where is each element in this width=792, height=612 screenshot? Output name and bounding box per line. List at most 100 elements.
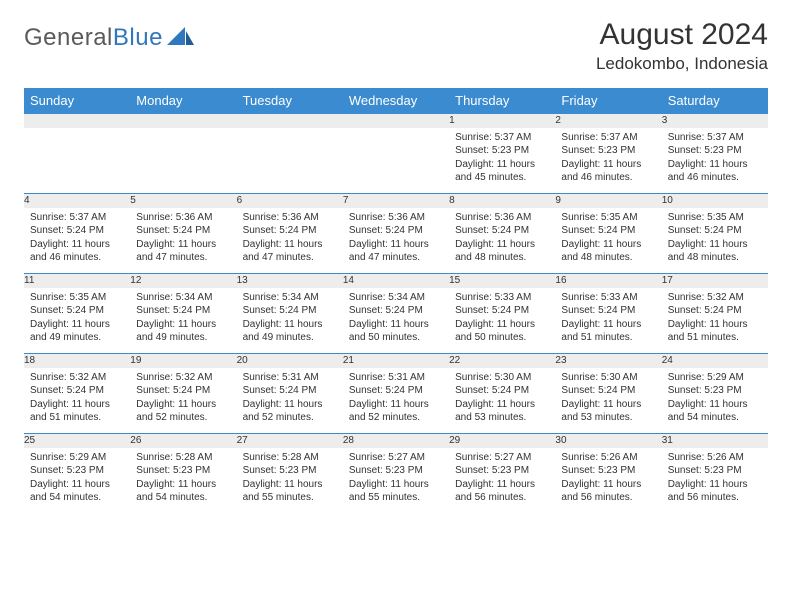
brand-logo: GeneralBlue — [24, 24, 195, 52]
day-detail: Sunrise: 5:28 AMSunset: 5:23 PMDaylight:… — [237, 448, 343, 511]
day-detail: Sunrise: 5:30 AMSunset: 5:24 PMDaylight:… — [449, 368, 555, 431]
sunset-text: Sunset: 5:24 PM — [30, 384, 124, 398]
daylight-text: Daylight: 11 hours and 51 minutes. — [668, 318, 762, 345]
day-number: 28 — [343, 435, 354, 446]
sunset-text: Sunset: 5:24 PM — [136, 304, 230, 318]
day-cell: Sunrise: 5:37 AMSunset: 5:23 PMDaylight:… — [662, 128, 768, 194]
day-number-cell: 25 — [24, 434, 130, 448]
month-title: August 2024 — [596, 18, 768, 52]
sunset-text: Sunset: 5:24 PM — [136, 224, 230, 238]
sunset-text: Sunset: 5:24 PM — [349, 384, 443, 398]
day-detail: Sunrise: 5:26 AMSunset: 5:23 PMDaylight:… — [662, 448, 768, 511]
day-cell: Sunrise: 5:33 AMSunset: 5:24 PMDaylight:… — [555, 288, 661, 354]
day-cell: Sunrise: 5:35 AMSunset: 5:24 PMDaylight:… — [555, 208, 661, 274]
day-number: 17 — [662, 275, 673, 286]
day-number-cell: 26 — [130, 434, 236, 448]
day-number: 26 — [130, 435, 141, 446]
day-number: 6 — [237, 195, 243, 206]
day-number-cell: 5 — [130, 194, 236, 208]
day-cell: Sunrise: 5:30 AMSunset: 5:24 PMDaylight:… — [555, 368, 661, 434]
sunrise-text: Sunrise: 5:36 AM — [349, 211, 443, 225]
sunrise-text: Sunrise: 5:29 AM — [668, 371, 762, 385]
sunrise-text: Sunrise: 5:35 AM — [668, 211, 762, 225]
sunrise-text: Sunrise: 5:30 AM — [455, 371, 549, 385]
day-number: 21 — [343, 355, 354, 366]
day-cell: Sunrise: 5:27 AMSunset: 5:23 PMDaylight:… — [449, 448, 555, 514]
sunrise-text: Sunrise: 5:26 AM — [561, 451, 655, 465]
sunrise-text: Sunrise: 5:27 AM — [349, 451, 443, 465]
sunrise-text: Sunrise: 5:36 AM — [455, 211, 549, 225]
sunrise-text: Sunrise: 5:33 AM — [455, 291, 549, 305]
daylight-text: Daylight: 11 hours and 46 minutes. — [668, 158, 762, 185]
daylight-text: Daylight: 11 hours and 50 minutes. — [455, 318, 549, 345]
daynum-row: 25262728293031 — [24, 434, 768, 448]
day-detail: Sunrise: 5:26 AMSunset: 5:23 PMDaylight:… — [555, 448, 661, 511]
sunrise-text: Sunrise: 5:29 AM — [30, 451, 124, 465]
day-number-cell: 13 — [237, 274, 343, 288]
sunset-text: Sunset: 5:23 PM — [561, 464, 655, 478]
day-number: 12 — [130, 275, 141, 286]
daylight-text: Daylight: 11 hours and 56 minutes. — [455, 478, 549, 505]
daylight-text: Daylight: 11 hours and 49 minutes. — [243, 318, 337, 345]
day-number-cell: 2 — [555, 114, 661, 128]
day-body-row: Sunrise: 5:29 AM Sunset: 5:23 PM Daylight:… — [24, 448, 768, 514]
calendar-page: GeneralBlue August 2024 Ledokombo, Indon… — [0, 0, 792, 514]
day-detail: Sunrise: 5:35 AMSunset: 5:24 PMDaylight:… — [555, 208, 661, 271]
day-cell: Sunrise: 5:29 AMSunset: 5:23 PMDaylight:… — [662, 368, 768, 434]
daylight-text: Daylight: 11 hours and 54 minutes. — [136, 478, 230, 505]
daylight-text: Daylight: 11 hours and 48 minutes. — [561, 238, 655, 265]
daylight-text: Daylight: 11 hours and 47 minutes. — [243, 238, 337, 265]
day-number: 30 — [555, 435, 566, 446]
sunset-text: Sunset: 5:24 PM — [455, 384, 549, 398]
day-cell: Sunrise: 5:37 AMSunset: 5:23 PMDaylight:… — [449, 128, 555, 194]
sunset-text: Sunset: 5:24 PM — [243, 384, 337, 398]
daylight-text: Daylight: 11 hours and 47 minutes. — [136, 238, 230, 265]
sunrise-text: Sunrise: 5:26 AM — [668, 451, 762, 465]
day-cell: Sunrise: 5:27 AMSunset: 5:23 PMDaylight:… — [343, 448, 449, 514]
page-header: GeneralBlue August 2024 Ledokombo, Indon… — [24, 18, 768, 74]
day-number: 22 — [449, 355, 460, 366]
sunset-text: Sunset: 5:23 PM — [668, 464, 762, 478]
sunrise-text: Sunrise: 5:32 AM — [30, 371, 124, 385]
day-detail: Sunrise: 5:37 AMSunset: 5:24 PMDaylight:… — [24, 208, 130, 271]
day-number: 19 — [130, 355, 141, 366]
sunrise-text: Sunrise: 5:36 AM — [243, 211, 337, 225]
day-detail: Sunrise: 5:34 AMSunset: 5:24 PMDaylight:… — [343, 288, 449, 351]
day-cell: Sunrise: 5:37 AMSunset: 5:24 PMDaylight:… — [24, 208, 130, 274]
day-cell: Sunrise: 5:35 AMSunset: 5:24 PMDaylight:… — [662, 208, 768, 274]
daylight-text: Daylight: 11 hours and 55 minutes. — [243, 478, 337, 505]
day-cell — [24, 128, 130, 194]
day-number-cell: 15 — [449, 274, 555, 288]
day-number-cell: 24 — [662, 354, 768, 368]
daynum-row: 45678910 — [24, 194, 768, 208]
day-detail: Sunrise: 5:37 AMSunset: 5:23 PMDaylight:… — [555, 128, 661, 191]
sunset-text: Sunset: 5:24 PM — [30, 304, 124, 318]
day-cell: Sunrise: 5:32 AMSunset: 5:24 PMDaylight:… — [130, 368, 236, 434]
day-number-cell: 12 — [130, 274, 236, 288]
weekday-header: Wednesday — [343, 88, 449, 114]
day-number: 25 — [24, 435, 35, 446]
sunrise-text: Sunrise: 5:34 AM — [349, 291, 443, 305]
weekday-header: Thursday — [449, 88, 555, 114]
day-cell: Sunrise: 5:31 AMSunset: 5:24 PMDaylight:… — [343, 368, 449, 434]
day-number-cell: 8 — [449, 194, 555, 208]
day-number-cell — [343, 114, 449, 128]
day-number-cell: 22 — [449, 354, 555, 368]
day-number: 13 — [237, 275, 248, 286]
sunset-text: Sunset: 5:23 PM — [668, 384, 762, 398]
daylight-text: Daylight: 11 hours and 53 minutes. — [455, 398, 549, 425]
sunrise-text: Sunrise: 5:33 AM — [561, 291, 655, 305]
weekday-header: Friday — [555, 88, 661, 114]
brand-part1: General — [24, 24, 113, 51]
sunrise-text: Sunrise: 5:31 AM — [349, 371, 443, 385]
day-number-cell: 19 — [130, 354, 236, 368]
day-number-cell: 10 — [662, 194, 768, 208]
title-block: August 2024 Ledokombo, Indonesia — [596, 18, 768, 74]
day-cell: Sunrise: 5:30 AMSunset: 5:24 PMDaylight:… — [449, 368, 555, 434]
sunrise-text: Sunrise: 5:32 AM — [668, 291, 762, 305]
sunrise-text: Sunrise: 5:31 AM — [243, 371, 337, 385]
day-number: 18 — [24, 355, 35, 366]
day-number: 14 — [343, 275, 354, 286]
sunrise-text: Sunrise: 5:34 AM — [243, 291, 337, 305]
sunset-text: Sunset: 5:24 PM — [30, 224, 124, 238]
